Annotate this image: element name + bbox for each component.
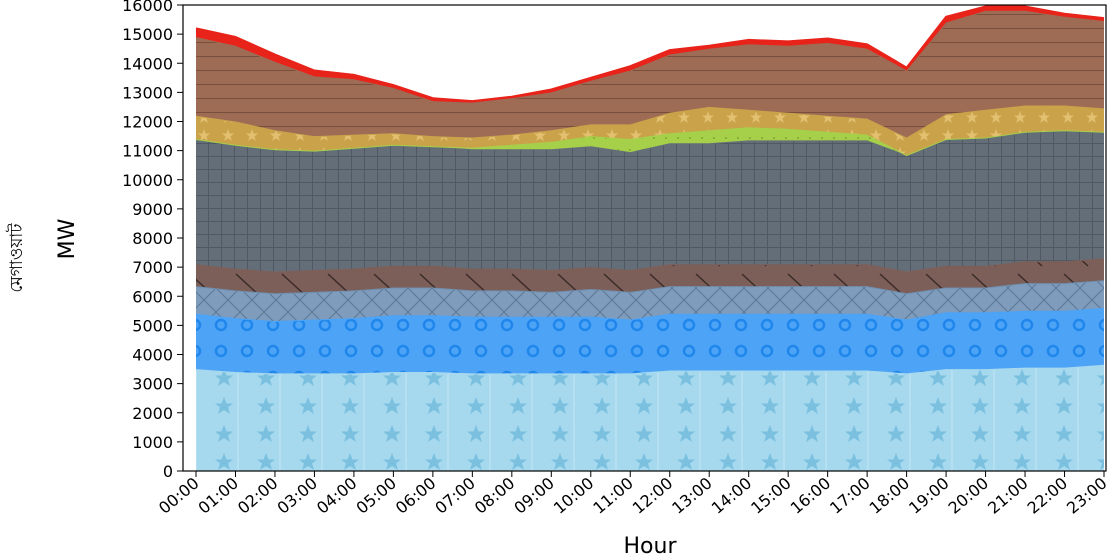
area-series-5 [196,130,1104,272]
x-tick-label: 13:00 [668,474,716,518]
y-tick-label: 7000 [132,258,173,277]
x-tick-label: 09:00 [510,474,558,518]
y-tick-label: 4000 [132,346,173,365]
x-tick-label: 20:00 [945,474,993,518]
area-series-9-edge [195,5,1105,103]
y-tick-label: 2000 [132,404,173,423]
y-axis-secondary-label: মেগাওয়াট [6,223,27,293]
x-tick-label: 23:00 [1063,474,1111,518]
y-tick-label: 11000 [122,142,173,161]
x-tick-label: 22:00 [1024,474,1072,518]
y-tick-label: 13000 [122,83,173,102]
y-tick-label: 1000 [132,433,173,452]
x-axis: 00:0001:0002:0003:0004:0005:0006:0007:00… [155,471,1111,518]
x-tick-label: 17:00 [826,474,874,518]
area-series-4 [196,258,1104,294]
area-series-3 [196,280,1104,321]
x-tick-label: 04:00 [313,474,361,518]
x-tick-label: 01:00 [195,474,243,518]
y-tick-label: 9000 [132,200,173,219]
y-tick-label: 14000 [122,54,173,73]
y-tick-label: 8000 [132,229,173,248]
x-tick-label: 14:00 [708,474,756,518]
x-tick-label: 02:00 [234,474,282,518]
x-tick-label: 11:00 [589,474,637,518]
x-tick-label: 15:00 [747,474,795,518]
area-series-8 [196,10,1104,138]
area-series-1 [196,364,1104,471]
area-series-6 [196,127,1104,155]
y-tick-label: 16000 [122,0,173,15]
x-tick-label: 21:00 [984,474,1032,518]
area-series-2 [196,307,1104,374]
y-axis: 0 1000 2000 3000 4000 5000 6000 7000 8000 9000 100… [122,0,183,481]
area-series-7 [196,105,1104,155]
x-axis-label: Hour [624,534,678,558]
y-tick-label: 12000 [122,113,173,132]
x-tick-label: 10:00 [550,474,598,518]
y-tick-label: 0 [163,462,173,481]
area-layers [195,5,1105,471]
x-tick-label: 06:00 [392,474,440,518]
x-tick-label: 08:00 [471,474,519,518]
x-tick-label: 05:00 [352,474,400,518]
y-tick-label: 15000 [122,25,173,44]
y-tick-label: 3000 [132,375,173,394]
x-tick-label: 12:00 [629,474,677,518]
y-tick-label: 6000 [132,287,173,306]
y-tick-label: 5000 [132,316,173,335]
y-axis-label: MW [55,218,80,259]
x-tick-label: 03:00 [273,474,321,518]
y-tick-label: 10000 [122,171,173,190]
x-tick-label: 19:00 [905,474,953,518]
x-tick-label: 07:00 [431,474,479,518]
x-tick-label: 16:00 [787,474,835,518]
x-tick-label: 18:00 [866,474,914,518]
